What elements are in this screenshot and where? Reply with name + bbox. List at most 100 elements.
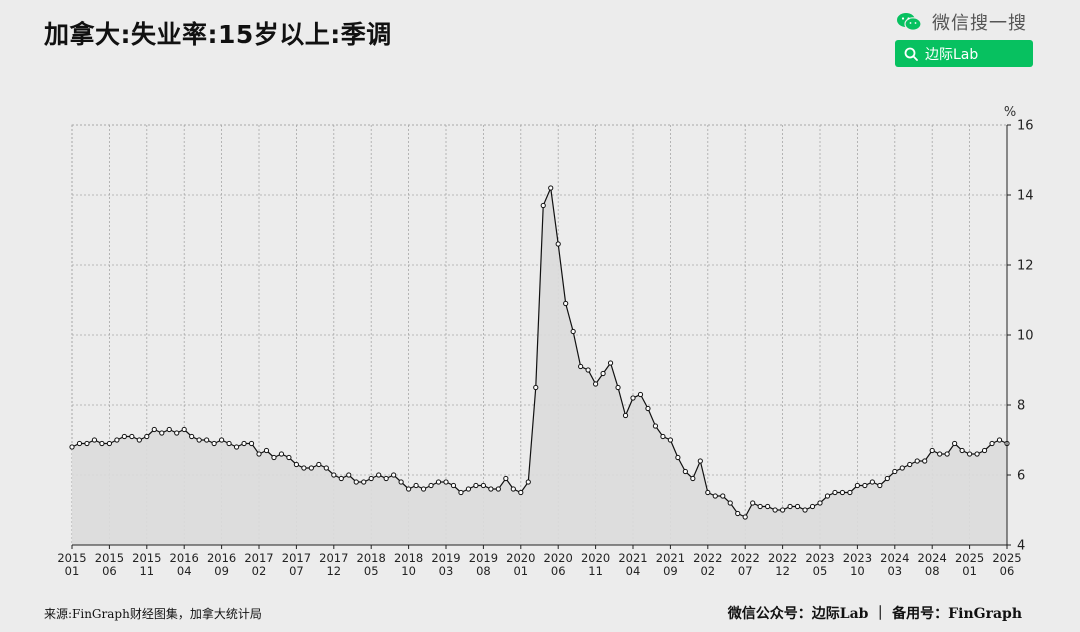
data-point xyxy=(525,479,531,485)
data-point xyxy=(233,444,240,450)
x-tick-label-year: 2017 xyxy=(244,551,273,565)
x-tick-label-year: 2021 xyxy=(618,551,647,565)
data-point xyxy=(839,489,846,496)
data-point xyxy=(899,465,905,471)
data-point xyxy=(787,503,793,510)
data-point xyxy=(750,500,756,506)
data-point xyxy=(675,454,681,461)
data-point xyxy=(570,328,576,335)
wechat-search-header: 微信搜一搜 xyxy=(896,9,1027,35)
data-point xyxy=(697,458,703,464)
x-tick-label-month: 09 xyxy=(214,564,229,578)
data-point xyxy=(959,447,965,454)
data-point xyxy=(383,475,389,482)
credit-note: 微信公众号：边际Lab ｜ 备用号：FinGraph xyxy=(727,606,1022,622)
x-tick-label-month: 02 xyxy=(252,564,267,578)
data-point xyxy=(884,475,890,482)
data-point xyxy=(323,465,329,471)
data-point xyxy=(413,482,419,489)
data-point xyxy=(585,367,591,373)
data-point xyxy=(540,202,546,209)
data-point xyxy=(869,479,875,485)
x-tick-label-month: 04 xyxy=(626,564,641,578)
x-tick-label-month: 10 xyxy=(850,564,865,578)
search-button[interactable]: 边际Lab xyxy=(895,40,1033,67)
y-tick-label: 4 xyxy=(1017,539,1025,554)
data-point xyxy=(892,468,898,475)
x-tick-label-month: 11 xyxy=(588,564,603,578)
data-point xyxy=(286,454,292,461)
data-point xyxy=(630,395,636,401)
series-area xyxy=(72,188,1007,545)
data-point xyxy=(278,451,285,457)
data-point xyxy=(473,482,479,489)
data-point xyxy=(428,482,434,489)
data-point xyxy=(862,482,868,489)
x-tick-label-month: 07 xyxy=(738,564,753,578)
data-point xyxy=(263,447,270,454)
data-point xyxy=(121,433,127,440)
x-tick-label-month: 02 xyxy=(700,564,715,578)
source-note: 来源:FinGraph财经图集，加拿大统计局 xyxy=(44,607,262,621)
data-point xyxy=(503,475,509,482)
data-point xyxy=(69,444,75,450)
data-point xyxy=(338,475,344,482)
x-tick-label-month: 06 xyxy=(1000,564,1015,578)
data-point xyxy=(346,472,352,478)
x-tick-label-month: 10 xyxy=(401,564,416,578)
data-point xyxy=(84,440,90,447)
data-point xyxy=(136,437,142,443)
x-tick-label-month: 04 xyxy=(177,564,192,578)
x-tick-label-month: 03 xyxy=(439,564,454,578)
data-point xyxy=(555,241,561,247)
x-tick-label-month: 12 xyxy=(775,564,790,578)
data-point xyxy=(331,472,337,478)
data-point xyxy=(308,465,314,471)
data-point xyxy=(645,405,651,412)
data-point xyxy=(967,451,973,457)
data-point xyxy=(301,465,307,471)
data-point xyxy=(593,381,599,387)
x-tick-label-year: 2023 xyxy=(805,551,834,565)
data-point xyxy=(420,486,427,492)
x-tick-label-year: 2017 xyxy=(282,551,311,565)
data-point xyxy=(144,433,150,440)
data-point xyxy=(174,430,180,436)
x-tick-label-year: 2016 xyxy=(170,551,199,565)
x-tick-label-month: 06 xyxy=(551,564,566,578)
data-point xyxy=(907,461,913,468)
data-point xyxy=(376,472,382,478)
data-point xyxy=(794,503,801,510)
x-tick-label-year: 2022 xyxy=(731,551,760,565)
data-point xyxy=(757,503,763,510)
data-point xyxy=(922,458,928,464)
search-button-label: 边际Lab xyxy=(925,46,979,63)
x-tick-label-month: 05 xyxy=(813,564,828,578)
x-tick-label-month: 03 xyxy=(887,564,902,578)
x-tick-label-month: 05 xyxy=(364,564,379,578)
data-point xyxy=(353,479,359,485)
x-tick-label-year: 2024 xyxy=(880,551,909,565)
data-point xyxy=(391,472,397,478)
x-tick-label-month: 08 xyxy=(476,564,491,578)
data-point xyxy=(578,363,584,370)
data-point xyxy=(458,489,464,496)
x-tick-label-year: 2015 xyxy=(132,551,161,565)
data-point xyxy=(996,437,1003,443)
data-point xyxy=(533,384,539,391)
data-point xyxy=(443,479,449,485)
data-point xyxy=(563,300,569,307)
x-tick-label-year: 2022 xyxy=(693,551,722,565)
x-tick-label-month: 09 xyxy=(663,564,678,578)
x-tick-label-year: 2019 xyxy=(469,551,498,565)
x-tick-label-year: 2020 xyxy=(581,551,610,565)
data-point xyxy=(219,437,225,443)
data-point xyxy=(495,486,501,492)
x-tick-label-year: 2016 xyxy=(207,551,236,565)
x-tick-label-month: 07 xyxy=(289,564,304,578)
data-point xyxy=(914,458,920,464)
data-point xyxy=(765,503,771,510)
wechat-search-text: 微信搜一搜 xyxy=(932,13,1027,34)
data-point xyxy=(76,440,83,447)
